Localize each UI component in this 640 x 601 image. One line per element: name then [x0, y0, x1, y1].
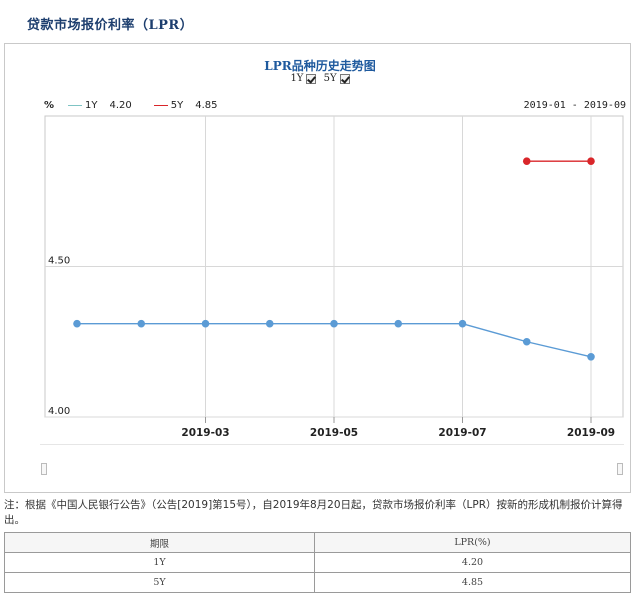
data-point-1y [137, 319, 146, 328]
data-point-5y [522, 157, 531, 165]
legend-swatch-5y [153, 105, 168, 106]
x-tick-label: 2019-03 [181, 427, 229, 439]
legend-name-1y: 1Y [85, 100, 98, 111]
toggle-1y[interactable]: 1Y [290, 73, 317, 84]
legend-item-1y[interactable]: 1Y 4.20 [68, 100, 132, 111]
y-tick-label: 4.00 [48, 406, 70, 417]
series-toggles: 1Y 5Y [0, 73, 640, 84]
y-tick-label: 4.50 [48, 256, 70, 267]
chart-legend: % 1Y 4.20 5Y 4.85 [44, 100, 240, 111]
toggle-1y-label: 1Y [290, 73, 304, 84]
legend-item-5y[interactable]: 5Y 4.85 [153, 100, 218, 111]
page-title: 贷款市场报价利率（LPR） [27, 18, 194, 33]
data-point-1y [73, 319, 81, 328]
data-point-1y [522, 337, 531, 346]
legend-value-5y: 4.85 [195, 100, 218, 111]
table-header-rate: LPR(%) [314, 532, 631, 553]
lpr-table: 期限 LPR(%) 1Y 4.20 5Y 4.85 [4, 532, 631, 593]
table-row: 5Y 4.85 [4, 572, 631, 593]
legend-value-1y: 4.20 [109, 100, 132, 111]
chart-container [4, 43, 631, 493]
table-cell-rate: 4.20 [314, 552, 631, 573]
date-range: 2019-01 - 2019-09 [523, 100, 626, 111]
legend-swatch-1y [68, 105, 83, 106]
data-point-1y [394, 319, 403, 328]
table-header-term: 期限 [4, 532, 315, 553]
data-point-1y [201, 319, 210, 328]
unit-label: % [44, 100, 55, 111]
toggle-5y-checkbox[interactable] [339, 73, 350, 84]
table-cell-rate: 4.85 [314, 572, 631, 593]
table-cell-term: 5Y [4, 572, 315, 593]
range-navigator[interactable] [40, 444, 624, 479]
table-row: 1Y 4.20 [4, 552, 631, 573]
x-tick-label: 2019-05 [310, 427, 358, 439]
navigator-handle-right[interactable] [617, 463, 623, 475]
table-header-row: 期限 LPR(%) [4, 532, 631, 553]
data-point-1y [458, 319, 467, 328]
table-cell-term: 1Y [4, 552, 315, 573]
navigator-handle-left[interactable] [41, 463, 47, 475]
data-point-1y [330, 319, 338, 328]
data-point-1y [265, 319, 274, 328]
data-point-1y [587, 353, 595, 361]
footnote: 注：根据《中国人民银行公告》（公告[2019]第15号），自2019年8月20日… [4, 499, 623, 526]
toggle-5y[interactable]: 5Y [324, 73, 350, 84]
chart-title: LPR品种历史走势图 [264, 59, 376, 73]
data-point-5y [587, 157, 595, 165]
toggle-1y-checkbox[interactable] [306, 73, 317, 84]
x-tick-label: 2019-09 [567, 427, 615, 439]
toggle-5y-label: 5Y [323, 73, 337, 84]
x-tick-label: 2019-07 [438, 427, 486, 439]
legend-name-5y: 5Y [170, 100, 184, 111]
